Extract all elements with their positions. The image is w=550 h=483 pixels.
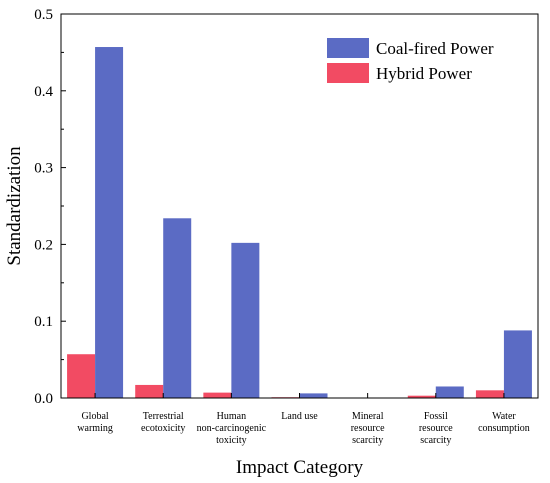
bar-coal	[163, 218, 192, 398]
bar-coal	[299, 393, 328, 398]
x-tick-label: ecotoxicity	[141, 423, 185, 434]
y-tick-label: 0.1	[34, 314, 53, 330]
legend-swatch	[327, 63, 369, 83]
x-tick-label: Global	[81, 411, 108, 422]
bars-layer	[67, 47, 532, 399]
bar-hybrid	[135, 384, 164, 398]
x-tick-label: non-carcinogenic	[197, 423, 267, 434]
bar-coal	[231, 242, 260, 398]
x-tick-label: resource	[419, 423, 453, 434]
x-tick-label: Human	[217, 411, 246, 422]
x-tick-label: toxicity	[216, 435, 247, 446]
y-tick-label: 0.4	[34, 84, 53, 100]
x-tick-label: consumption	[478, 423, 530, 434]
bar-hybrid	[407, 395, 436, 398]
x-tick-label: Water	[492, 411, 516, 422]
x-tick-label: Terrestrial	[143, 411, 184, 422]
x-tick-label: resource	[351, 423, 385, 434]
bar-hybrid	[203, 392, 232, 398]
legend-swatch	[327, 38, 369, 58]
legend-label: Coal-fired Power	[376, 39, 494, 58]
bar-coal	[95, 47, 124, 399]
legend-label: Hybrid Power	[376, 64, 472, 83]
x-tick-label: Mineral	[352, 411, 384, 422]
x-axis-title: Impact Category	[236, 457, 364, 478]
bar-hybrid	[475, 390, 504, 398]
x-tick-label: scarcity	[420, 435, 451, 446]
y-axis-title: Standardization	[4, 146, 25, 266]
bar-coal	[503, 330, 532, 398]
y-tick-label: 0.3	[34, 161, 53, 177]
y-tick-label: 0.0	[34, 391, 53, 407]
y-axis: 0.0 0.1 0.2 0.3 0.4 0.5	[34, 7, 66, 407]
legend: Coal-fired Power Hybrid Power	[327, 38, 494, 83]
x-tick-label: warming	[77, 423, 113, 434]
x-tick-label: Land use	[281, 411, 318, 422]
y-tick-label: 0.2	[34, 237, 53, 253]
bar-hybrid	[67, 354, 96, 398]
bar-coal	[435, 386, 464, 398]
y-tick-label: 0.5	[34, 7, 53, 23]
x-tick-label: scarcity	[352, 435, 383, 446]
x-tick-label: Fossil	[424, 411, 448, 422]
